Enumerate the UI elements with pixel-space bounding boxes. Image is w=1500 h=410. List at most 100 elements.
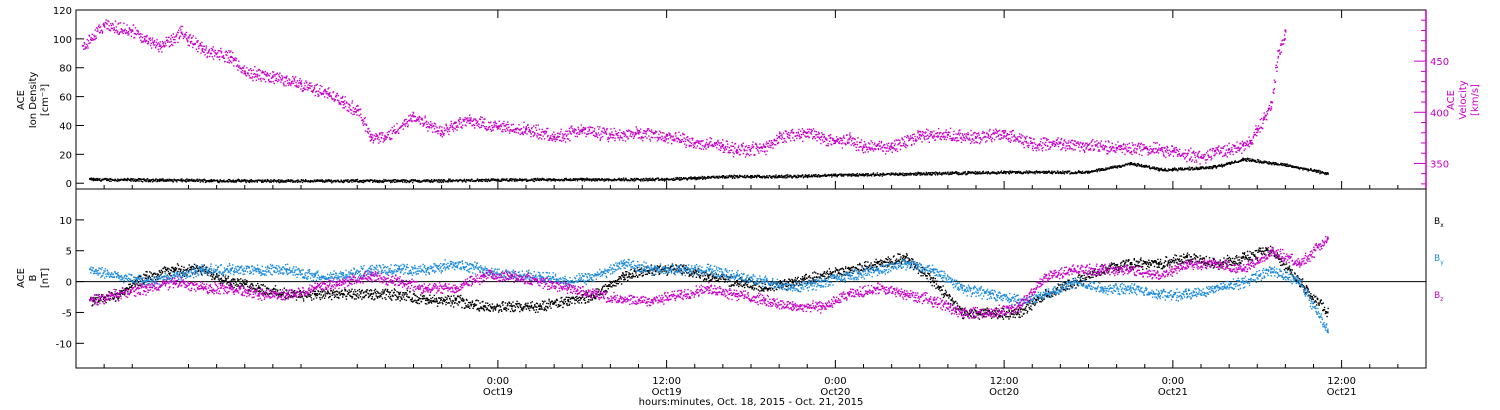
velocity-sample	[650, 129, 653, 131]
velocity-sample	[1042, 142, 1044, 144]
velocity-sample	[607, 140, 610, 143]
density-sample	[393, 181, 396, 183]
density-sample	[1281, 164, 1283, 166]
density-sample	[1057, 172, 1060, 175]
density-sample	[340, 179, 343, 182]
velocity-sample	[126, 32, 128, 34]
density-sample	[672, 177, 675, 180]
density-sample	[1298, 168, 1301, 170]
velocity-sample	[1045, 149, 1047, 151]
velocity-sample	[448, 128, 450, 130]
velocity-sample	[190, 42, 192, 44]
density-sample	[813, 174, 815, 176]
velocity-sample	[174, 41, 176, 44]
density-sample	[125, 178, 127, 181]
density-sample	[819, 176, 821, 178]
velocity-sample	[308, 84, 311, 87]
velocity-sample	[1036, 147, 1038, 149]
density-sample	[847, 173, 849, 176]
density-sample	[379, 180, 382, 182]
velocity-sample	[847, 142, 849, 145]
density-sample	[957, 172, 959, 174]
density-sample	[94, 178, 97, 180]
velocity-sample	[233, 65, 235, 67]
velocity-sample	[953, 130, 955, 133]
density-sample	[1210, 166, 1212, 168]
velocity-sample	[284, 76, 286, 79]
density-sample	[825, 174, 827, 177]
density-sample	[502, 179, 505, 181]
velocity-sample	[425, 120, 428, 123]
velocity-sample	[965, 135, 967, 137]
density-sample	[158, 179, 160, 181]
velocity-sample	[426, 123, 428, 125]
density-sample	[1273, 162, 1275, 165]
velocity-sample	[982, 137, 984, 139]
density-sample	[786, 174, 789, 176]
velocity-sample	[452, 123, 455, 125]
velocity-sample	[937, 127, 940, 130]
velocity-sample	[658, 133, 660, 136]
density-sample	[161, 179, 163, 181]
density-sample	[1209, 166, 1211, 168]
velocity-sample	[417, 116, 419, 119]
density-sample	[713, 177, 716, 179]
density-sample	[757, 175, 760, 177]
velocity-sample	[699, 140, 701, 142]
velocity-sample	[234, 59, 236, 61]
density-sample	[126, 179, 128, 181]
velocity-sample	[824, 138, 827, 140]
density-sample	[396, 180, 399, 183]
velocity-sample	[832, 139, 834, 141]
velocity-sample	[483, 122, 485, 124]
velocity-sample	[402, 128, 404, 130]
density-sample	[823, 174, 826, 176]
velocity-point	[342, 101, 345, 104]
velocity-sample	[728, 150, 730, 152]
velocity-sample	[798, 128, 800, 131]
velocity-sample	[429, 123, 431, 126]
velocity-sample	[904, 143, 907, 145]
velocity-sample	[490, 130, 493, 132]
density-sample	[268, 181, 271, 183]
velocity-sample	[850, 135, 852, 138]
velocity-sample	[759, 143, 761, 145]
density-sample	[1016, 172, 1018, 174]
velocity-sample	[96, 27, 98, 29]
velocity-sample	[511, 129, 514, 131]
velocity-sample	[206, 56, 208, 59]
density-sample	[1035, 170, 1038, 172]
velocity-sample	[238, 65, 241, 67]
velocity-ytick-label: 350	[1430, 159, 1449, 170]
density-sample	[760, 176, 763, 179]
velocity-sample	[914, 139, 917, 142]
density-sample	[913, 174, 915, 176]
velocity-sample	[732, 155, 735, 158]
velocity-sample	[430, 121, 432, 123]
velocity-sample	[660, 138, 663, 141]
velocity-sample	[741, 146, 743, 148]
velocity-sample	[722, 139, 724, 141]
density-sample	[743, 176, 745, 179]
velocity-sample	[611, 134, 614, 136]
density-sample	[800, 176, 802, 178]
density-sample	[718, 175, 721, 178]
density-sample	[585, 178, 587, 180]
density-sample	[247, 180, 249, 182]
density-sample	[477, 179, 479, 181]
velocity-sample	[380, 137, 383, 139]
velocity-sample	[178, 36, 181, 39]
velocity-sample	[273, 82, 275, 85]
density-sample	[238, 179, 240, 181]
density-sample	[929, 172, 932, 174]
velocity-sample	[848, 141, 850, 143]
density-sample	[240, 179, 243, 181]
velocity-sample	[888, 147, 890, 150]
density-sample	[1274, 162, 1277, 164]
velocity-sample	[211, 56, 213, 58]
density-sample	[130, 178, 133, 180]
velocity-sample	[529, 130, 532, 132]
density-sample	[518, 179, 520, 181]
density-sample	[1286, 163, 1288, 165]
density-sample	[472, 180, 475, 182]
